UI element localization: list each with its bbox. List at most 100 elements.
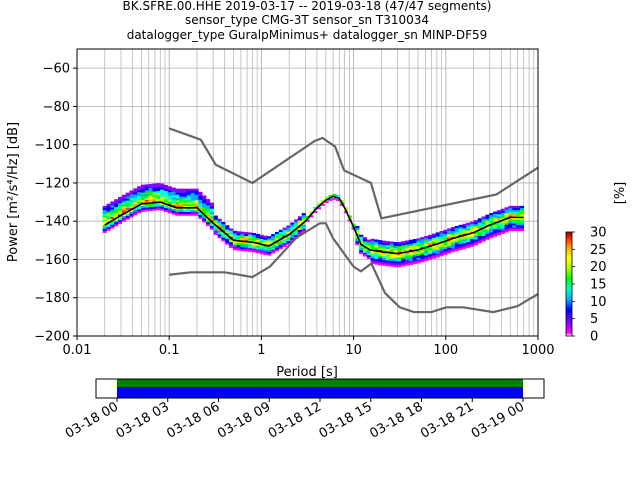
heatmap-cell xyxy=(470,242,475,245)
heatmap-cell xyxy=(512,221,517,224)
heatmap-cell xyxy=(133,195,138,199)
heatmap-cell xyxy=(443,246,448,250)
heatmap-cell xyxy=(500,227,505,231)
heatmap-cell xyxy=(385,260,391,263)
heatmap-cell xyxy=(454,229,459,232)
heatmap-cell xyxy=(144,207,149,210)
heatmap-cell xyxy=(179,194,184,197)
heatmap-cell xyxy=(355,227,360,231)
heatmap-cell xyxy=(244,232,249,235)
heatmap-cell xyxy=(374,241,379,244)
heatmap-cell xyxy=(198,195,203,198)
colorbar-tick-label: 10 xyxy=(590,295,607,310)
heatmap-cell xyxy=(496,221,502,224)
heatmap-cell xyxy=(114,204,119,208)
heatmap-cell xyxy=(144,209,149,212)
heatmap-cell xyxy=(401,258,406,261)
heatmap-cell xyxy=(179,207,184,211)
heatmap-cell xyxy=(366,239,371,242)
heatmap-cell xyxy=(255,235,260,239)
heatmap-cell xyxy=(186,211,192,214)
heatmap-cell xyxy=(160,204,165,207)
heatmap-cell xyxy=(378,257,383,260)
heatmap-cell xyxy=(382,255,387,259)
heatmap-cell xyxy=(301,216,306,220)
heatmap-cell xyxy=(232,238,237,241)
heatmap-cell xyxy=(466,239,471,243)
heatmap-cell xyxy=(374,250,379,254)
heatmap-cell xyxy=(317,203,322,206)
heatmap-cell xyxy=(500,214,505,217)
y-tick-label: −140 xyxy=(34,215,70,230)
heatmap-cell xyxy=(206,204,211,207)
heatmap-cell xyxy=(412,254,417,257)
heatmap-cell xyxy=(114,199,119,202)
heatmap-cell xyxy=(232,232,237,236)
heatmap-cell xyxy=(420,250,425,253)
heatmap-cell xyxy=(439,252,444,255)
heatmap-cell xyxy=(137,193,142,197)
heatmap-cell xyxy=(347,215,352,218)
heatmap-cell xyxy=(458,242,463,245)
heatmap-cell xyxy=(186,194,192,197)
heatmap-cell xyxy=(416,238,421,241)
heatmap-cell xyxy=(202,201,207,204)
heatmap-cell xyxy=(405,240,410,243)
heatmap-cell xyxy=(450,249,456,253)
heatmap-cell xyxy=(244,237,249,240)
heatmap-cell xyxy=(443,241,448,244)
heatmap-cell xyxy=(263,241,268,244)
heatmap-cell xyxy=(209,206,214,209)
heatmap-cell xyxy=(512,205,517,209)
heatmap-cell xyxy=(294,219,299,222)
heatmap-cell xyxy=(148,195,153,198)
heatmap-cell xyxy=(378,242,383,245)
heatmap-cell xyxy=(493,234,498,237)
heatmap-cell xyxy=(171,210,176,213)
heatmap-cell xyxy=(355,239,360,242)
heatmap-cell xyxy=(236,238,241,242)
heatmap-cell xyxy=(167,201,172,204)
heatmap-cell xyxy=(248,242,253,245)
heatmap-cell xyxy=(466,224,471,227)
heatmap-cell xyxy=(435,238,440,241)
heatmap-cell xyxy=(294,223,299,226)
heatmap-cell xyxy=(447,243,452,246)
colorbar-gradient xyxy=(565,231,573,337)
heatmap-cell xyxy=(477,233,482,236)
heatmap-cell xyxy=(271,237,276,241)
heatmap-cell xyxy=(175,202,180,205)
heatmap-cell xyxy=(271,247,276,250)
heatmap-cell xyxy=(140,194,146,197)
heatmap-cell xyxy=(389,251,394,254)
heatmap-cell xyxy=(129,213,134,216)
heatmap-cell xyxy=(447,249,452,252)
heatmap-cell xyxy=(183,194,188,197)
heatmap-cell xyxy=(209,212,214,215)
heatmap-cell xyxy=(450,242,456,245)
heatmap-cell xyxy=(370,238,375,242)
heatmap-cell xyxy=(485,226,490,229)
heatmap-cell xyxy=(267,249,272,252)
heatmap-cell xyxy=(450,228,456,232)
heatmap-cell xyxy=(278,243,283,246)
heatmap-cell xyxy=(481,227,486,231)
heatmap-cell xyxy=(443,248,448,252)
heatmap-cell xyxy=(148,197,153,200)
heatmap-cell xyxy=(167,209,172,212)
heatmap-cell xyxy=(129,196,134,199)
heatmap-cell xyxy=(382,254,387,257)
heatmap-cell xyxy=(466,230,471,233)
heatmap-cell xyxy=(156,198,161,201)
heatmap-cell xyxy=(110,205,115,208)
heatmap-cell xyxy=(202,199,207,202)
heatmap-cell xyxy=(221,227,226,230)
heatmap-cell xyxy=(236,237,241,240)
heatmap-cell xyxy=(125,202,130,205)
heatmap-cell xyxy=(408,241,414,244)
heatmap-cell xyxy=(362,240,368,244)
heatmap-cell xyxy=(512,207,517,211)
heatmap-cell xyxy=(294,230,299,234)
heatmap-cell xyxy=(458,236,463,239)
heatmap-cell xyxy=(500,210,505,213)
